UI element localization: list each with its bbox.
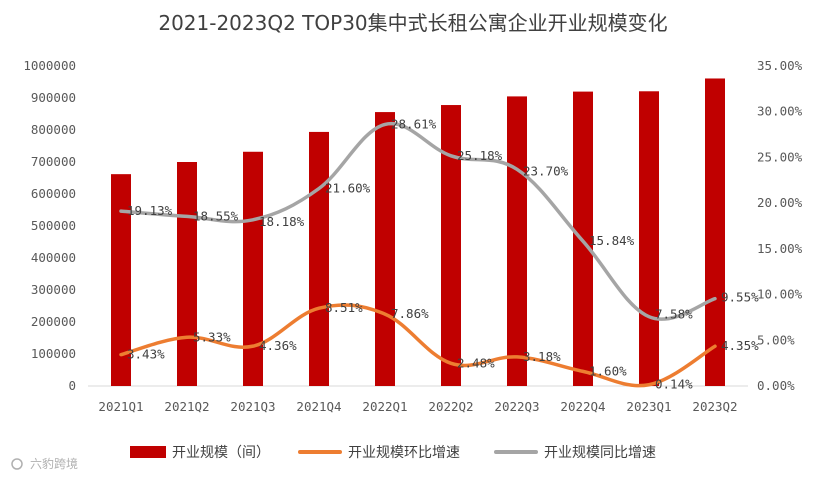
- y-right-tick-label: 15.00%: [757, 241, 803, 256]
- bar: [111, 174, 131, 386]
- y-left-tick-label: 400000: [31, 250, 76, 265]
- x-tick-label: 2023Q1: [626, 399, 671, 414]
- x-tick-label: 2022Q3: [494, 399, 539, 414]
- y-left-tick-label: 900000: [31, 90, 76, 105]
- yoy-data-label: 25.18%: [457, 148, 503, 163]
- bar: [507, 96, 527, 387]
- x-tick-label: 2023Q2: [692, 399, 737, 414]
- yoy-data-label: 9.55%: [721, 290, 759, 305]
- mom-data-label: 5.33%: [193, 329, 231, 344]
- mom-data-label: 3.43%: [127, 347, 165, 362]
- y-left-tick-label: 600000: [31, 186, 76, 201]
- x-tick-label: 2021Q2: [164, 399, 209, 414]
- yoy-data-label: 28.61%: [391, 116, 437, 131]
- y-left-tick-label: 200000: [31, 314, 76, 329]
- y-right-tick-label: 10.00%: [757, 287, 803, 302]
- y-left-tick-label: 500000: [31, 218, 76, 233]
- x-tick-label: 2021Q4: [296, 399, 341, 414]
- bar: [243, 151, 263, 386]
- chart-title: 2021-2023Q2 TOP30集中式长租公寓企业开业规模变化: [158, 11, 667, 35]
- data-labels: 19.13% 18.55% 18.18% 21.60% 28.61% 25.18% 23.7…: [127, 116, 759, 391]
- y-right-tick-label: 25.00%: [757, 149, 803, 164]
- yoy-data-label: 18.55%: [193, 208, 239, 223]
- legend-label: 开业规模同比增速: [544, 445, 656, 461]
- bar: [705, 78, 725, 386]
- y-right-tick-label: 20.00%: [757, 195, 803, 210]
- x-tick-label: 2022Q1: [362, 399, 407, 414]
- watermark: 六豹跨境: [11, 456, 78, 471]
- x-tick-label: 2021Q3: [230, 399, 275, 414]
- bar: [177, 162, 197, 386]
- mom-data-label: 4.36%: [259, 338, 297, 353]
- yoy-line: [119, 121, 717, 321]
- legend-label: 开业规模（间）: [172, 445, 270, 461]
- y-left-tick-label: 800000: [31, 122, 76, 137]
- legend-label: 开业规模环比增速: [348, 445, 460, 461]
- y-left-tick-label: 100000: [31, 346, 76, 361]
- watermark-text: 六豹跨境: [30, 456, 78, 471]
- y-right-tick-label: 30.00%: [757, 104, 803, 119]
- y-right-tick-label: 0.00%: [757, 378, 795, 393]
- yoy-data-label: 21.60%: [325, 181, 371, 196]
- mom-data-label: 3.18%: [523, 349, 561, 364]
- y-right-tick-label: 35.00%: [757, 58, 803, 73]
- yoy-data-label: 23.70%: [523, 163, 569, 178]
- yoy-data-label: 19.13%: [127, 203, 173, 218]
- y-left-tick-label: 300000: [31, 282, 76, 297]
- y-left-tick-label: 0: [68, 378, 76, 393]
- x-tick-label: 2022Q2: [428, 399, 473, 414]
- bar: [639, 91, 659, 386]
- y-right-axis: 0.00% 5.00% 10.00% 15.00% 20.00% 25.00% 30.00%…: [757, 58, 803, 393]
- y-left-axis: 0 100000 200000 300000 400000 500000 600000 700…: [23, 58, 76, 393]
- bar: [441, 105, 461, 386]
- mom-data-label: 8.51%: [325, 300, 363, 315]
- mom-data-label: 7.86%: [391, 306, 429, 321]
- yoy-data-label: 7.58%: [655, 307, 693, 322]
- legend-swatch-bar: [130, 446, 166, 458]
- y-left-tick-label: 700000: [31, 154, 76, 169]
- watermark-logo-icon: [11, 458, 23, 470]
- yoy-data-label: 18.18%: [259, 214, 305, 229]
- x-tick-label: 2022Q4: [560, 399, 605, 414]
- mom-data-label: 2.48%: [457, 355, 495, 370]
- bar: [375, 112, 395, 386]
- y-left-tick-label: 1000000: [23, 58, 76, 73]
- legend: 开业规模（间） 开业规模环比增速 开业规模同比增速: [130, 445, 656, 461]
- y-right-tick-label: 5.00%: [757, 332, 795, 347]
- yoy-data-label: 15.84%: [589, 233, 635, 248]
- x-tick-label: 2021Q1: [98, 399, 143, 414]
- mom-data-label: 1.60%: [589, 363, 627, 378]
- line-series: [119, 121, 717, 388]
- bar: [309, 131, 329, 386]
- x-axis: 2021Q1 2021Q2 2021Q3 2021Q4 2022Q1 2022Q2 2022…: [98, 399, 737, 414]
- mom-data-label: 4.35%: [721, 338, 759, 353]
- mom-data-label: 0.14%: [655, 377, 693, 392]
- mom-line: [119, 303, 717, 388]
